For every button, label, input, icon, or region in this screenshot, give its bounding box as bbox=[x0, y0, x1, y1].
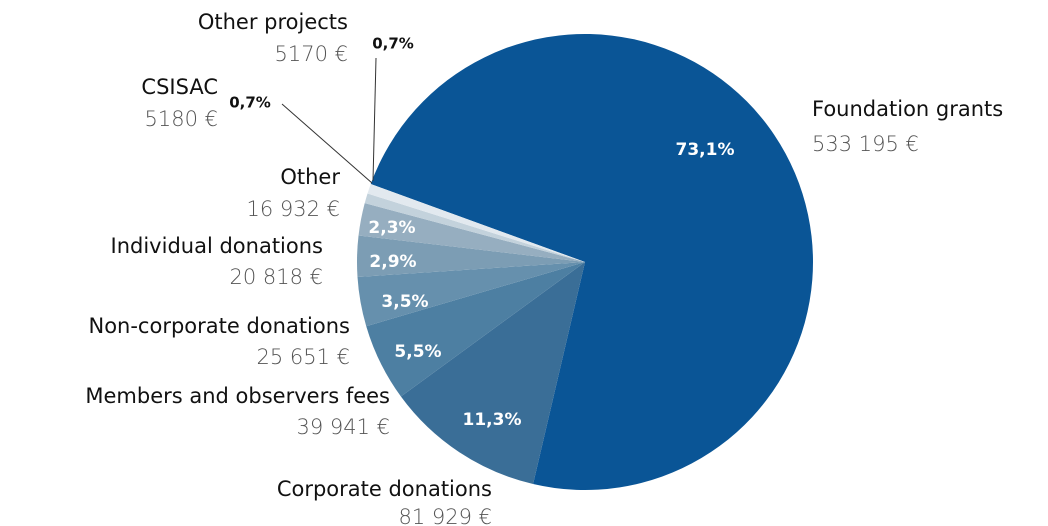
category-label: Members and observers fees bbox=[85, 384, 390, 408]
percent-label: 3,5% bbox=[381, 292, 428, 312]
percent-label: 0,7% bbox=[372, 35, 414, 53]
percent-label: 73,1% bbox=[676, 140, 735, 160]
category-label: Other projects bbox=[198, 10, 348, 34]
category-label: Individual donations bbox=[111, 234, 323, 258]
percent-label: 11,3% bbox=[463, 410, 522, 430]
percent-label: 5,5% bbox=[394, 342, 441, 362]
pie-slice bbox=[357, 262, 585, 327]
pie-slice bbox=[357, 235, 585, 277]
category-label: Other bbox=[280, 165, 340, 189]
pie-slice bbox=[366, 262, 585, 397]
pie-slice bbox=[370, 34, 813, 491]
percent-label: 2,3% bbox=[368, 218, 415, 238]
leader-line bbox=[372, 57, 377, 182]
amount-label: 25 651 € bbox=[256, 345, 350, 369]
percent-label: 2,9% bbox=[369, 252, 416, 272]
category-label: CSISAC bbox=[141, 75, 218, 99]
amount-label: 5180 € bbox=[145, 107, 218, 131]
amount-label: 81 929 € bbox=[398, 505, 492, 526]
amount-label: 533 195 € bbox=[812, 132, 919, 156]
amount-label: 16 932 € bbox=[246, 197, 340, 221]
leader-line bbox=[281, 103, 373, 184]
amount-label: 5170 € bbox=[275, 42, 348, 66]
amount-label: 39 941 € bbox=[296, 415, 390, 439]
category-label: Non-corporate donations bbox=[88, 314, 350, 338]
amount-label: 20 818 € bbox=[229, 265, 323, 289]
category-label: Foundation grants bbox=[812, 97, 1003, 121]
category-label: Corporate donations bbox=[277, 477, 492, 501]
pie-slice bbox=[364, 193, 585, 262]
percent-label: 0,7% bbox=[229, 94, 271, 112]
pie-slice bbox=[400, 262, 585, 485]
pie-slice bbox=[358, 203, 585, 262]
pie-slice bbox=[367, 184, 585, 262]
